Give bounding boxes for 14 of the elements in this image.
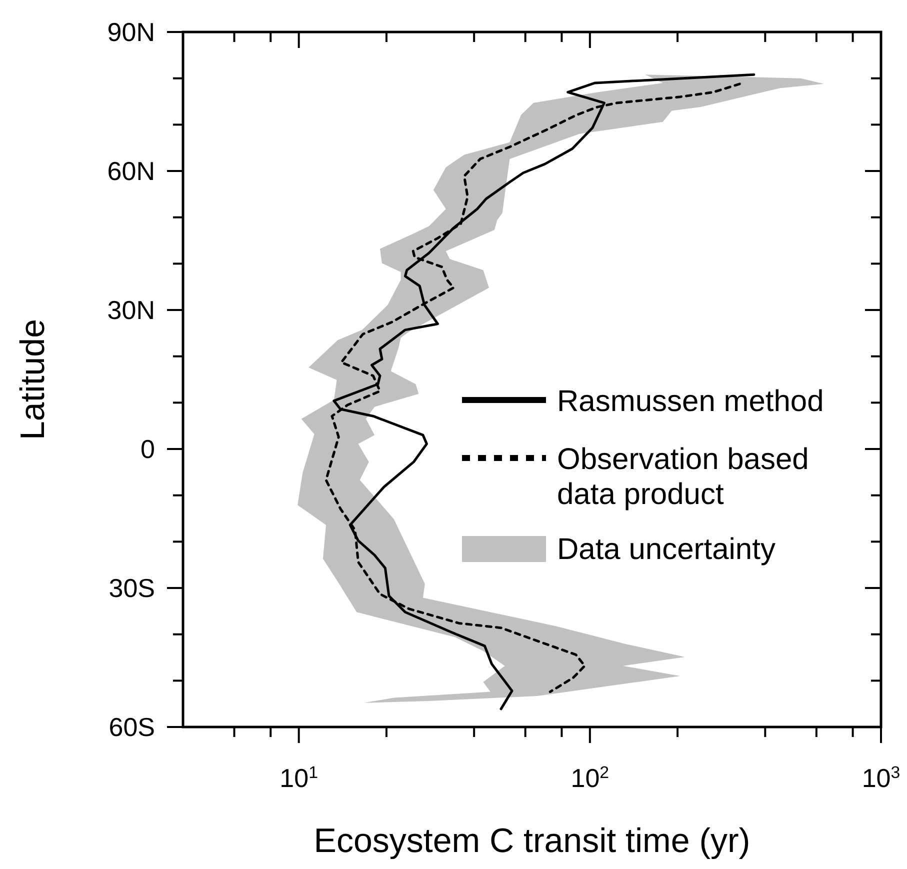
legend-label: Data uncertainty — [557, 533, 776, 566]
y-tick-label: 60N — [107, 156, 155, 186]
legend-label: Rasmussen method — [557, 385, 824, 418]
legend-label: Observation based data product — [557, 443, 809, 511]
x-tick-label: 10$^{1}$ — [280, 762, 318, 793]
y-tick-label: 30N — [107, 295, 155, 325]
y-axis-title: Latitude — [14, 319, 52, 440]
y-tick-label: 30S — [108, 573, 155, 603]
x-tick-label: 10$^{3}$ — [862, 762, 900, 793]
y-tick-label: 90N — [107, 17, 155, 47]
y-tick-label: 60S — [108, 712, 155, 742]
x-axis-title: Ecosystem C transit time (yr) — [314, 822, 750, 860]
y-tick-label: 0 — [140, 434, 155, 464]
x-tick-label: 10$^{2}$ — [570, 762, 610, 793]
